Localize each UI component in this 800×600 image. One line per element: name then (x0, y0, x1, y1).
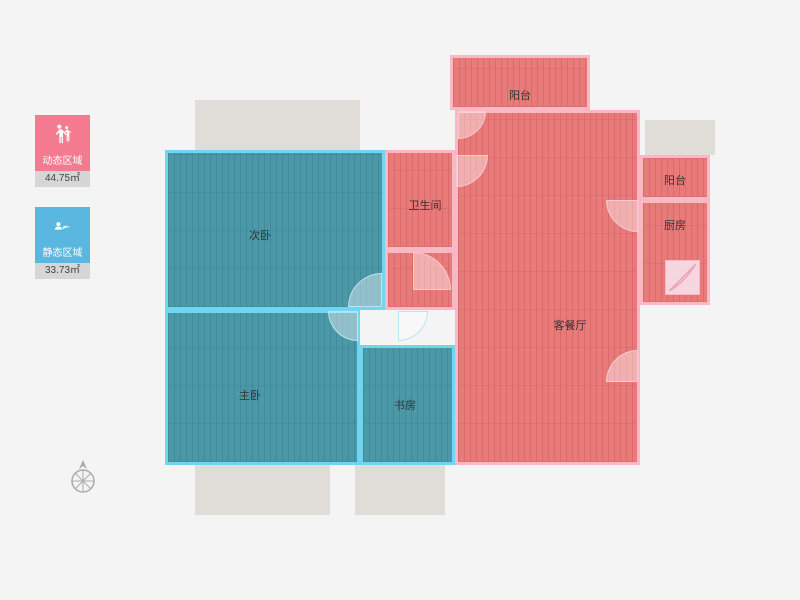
room-label-master-bed: 主卧 (239, 387, 261, 403)
legend-static-value: 33.73㎡ (35, 263, 90, 279)
balcony-recess (645, 120, 715, 155)
room-label-bathroom: 卫生间 (409, 197, 442, 213)
legend-static: 静态区域 33.73㎡ (35, 207, 90, 279)
room-secondary-bed (165, 150, 385, 310)
door-arc (398, 311, 428, 341)
room-master-bed (165, 310, 360, 465)
legend-static-title: 静态区域 (35, 245, 90, 263)
static-zone-icon (35, 207, 90, 245)
balcony-recess (355, 465, 445, 515)
dynamic-zone-icon (35, 115, 90, 153)
kitchen-sink-icon (665, 260, 700, 295)
room-label-balcony-right: 阳台 (664, 172, 686, 188)
balcony-recess (195, 465, 330, 515)
room-label-kitchen: 厨房 (664, 217, 686, 233)
compass-icon (70, 460, 96, 497)
room-label-balcony-top: 阳台 (509, 87, 531, 103)
zone-legend: 动态区域 44.75㎡ 静态区域 33.73㎡ (35, 115, 90, 299)
room-label-living: 客餐厅 (554, 317, 587, 333)
floor-plan: 阳台阳台厨房卫生间客餐厅次卧主卧书房 (150, 55, 740, 565)
legend-dynamic-title: 动态区域 (35, 153, 90, 171)
legend-dynamic-value: 44.75㎡ (35, 171, 90, 187)
room-label-secondary-bed: 次卧 (249, 227, 271, 243)
balcony-recess (195, 100, 360, 150)
room-label-study: 书房 (394, 397, 416, 413)
legend-dynamic: 动态区域 44.75㎡ (35, 115, 90, 187)
